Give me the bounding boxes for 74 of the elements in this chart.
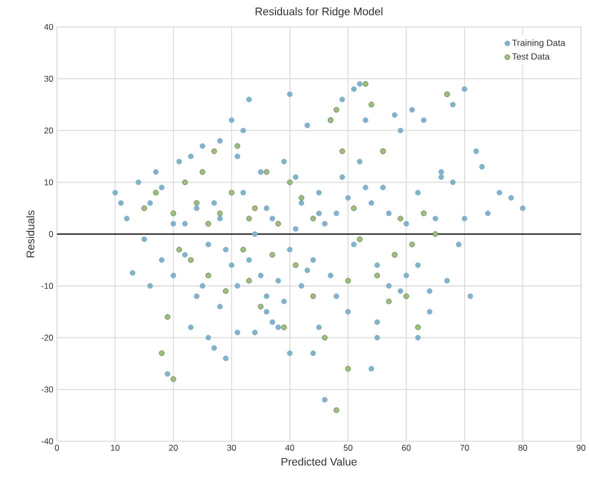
point [356, 236, 362, 242]
y-tick-label: 20 [44, 127, 54, 134]
x-tick-label: 40 [285, 444, 294, 451]
point [281, 324, 287, 330]
point [228, 190, 234, 196]
point [432, 231, 438, 237]
point [164, 314, 170, 320]
point [258, 304, 264, 310]
point [252, 205, 258, 211]
y-tick-label: 10 [44, 179, 54, 186]
x-tick-label: 10 [111, 444, 120, 451]
point [246, 216, 252, 222]
legend-label: Training Data [512, 39, 566, 48]
point [420, 210, 427, 216]
point [211, 148, 217, 154]
x-axis-title: Predicted Value [282, 457, 357, 466]
point [170, 210, 176, 216]
point [386, 298, 392, 304]
point [182, 179, 188, 186]
point [234, 143, 240, 149]
x-tick-label: 90 [576, 444, 586, 451]
point [322, 334, 328, 340]
point [345, 278, 351, 284]
point [404, 293, 410, 299]
y-tick-label: -30 [42, 386, 54, 392]
point [310, 293, 316, 299]
y-tick-label: -20 [42, 334, 54, 341]
y-tick-label: -40 [42, 438, 54, 444]
x-tick-label: 30 [227, 444, 236, 451]
point [176, 246, 182, 252]
point [339, 148, 346, 154]
y-tick-label: 40 [44, 24, 54, 30]
point [158, 350, 165, 356]
point [345, 366, 351, 372]
point [153, 190, 159, 196]
point [270, 252, 276, 258]
point [222, 288, 229, 294]
point [287, 179, 293, 186]
y-axis-title: Residuals [26, 210, 34, 258]
y-tick-label: 0 [49, 231, 54, 237]
point [217, 210, 223, 216]
point [240, 246, 246, 252]
point [351, 205, 357, 211]
point [206, 272, 212, 278]
point [310, 216, 316, 222]
x-tick-label: 50 [344, 444, 352, 451]
point [374, 272, 380, 278]
x-tick-label: 0 [54, 444, 59, 451]
x-tick-label: 70 [460, 444, 469, 451]
point [206, 220, 212, 226]
point [334, 106, 340, 113]
point [362, 81, 368, 87]
point [368, 102, 374, 108]
point [194, 200, 200, 206]
x-tick-label: 80 [518, 444, 528, 451]
x-tick-label: 60 [402, 444, 411, 451]
point [292, 262, 298, 268]
point [188, 257, 194, 263]
point [170, 376, 176, 382]
point [200, 169, 206, 175]
point [298, 194, 304, 201]
legend-label: Test Data [512, 53, 550, 60]
y-tick-label: -10 [42, 282, 54, 289]
point [264, 169, 270, 175]
point [415, 324, 421, 330]
chart-title: Residuals for Ridge Model [256, 7, 382, 18]
point [141, 205, 148, 211]
point [246, 278, 252, 284]
y-tick-label: 30 [44, 76, 54, 82]
point [334, 407, 340, 413]
point [275, 220, 281, 226]
point [409, 242, 415, 248]
point [398, 216, 404, 222]
x-tick-label: 20 [169, 444, 178, 451]
